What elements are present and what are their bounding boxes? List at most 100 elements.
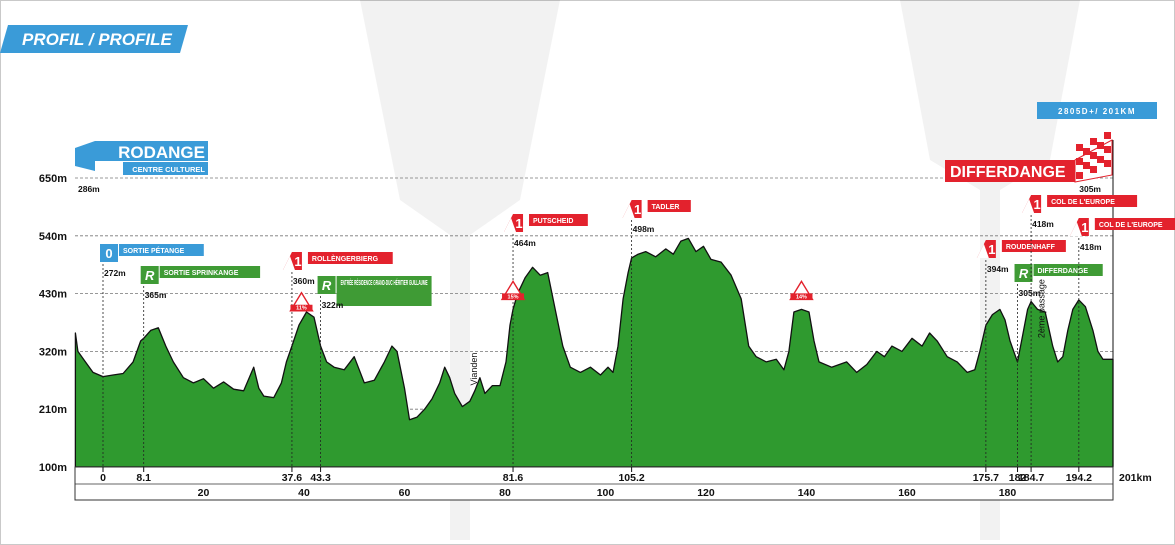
finish-banner: DIFFERDANGE 305m <box>945 132 1114 360</box>
x-tick-label-top: 43.3 <box>310 472 331 484</box>
y-tick-label: 650m <box>39 173 67 185</box>
checker-square <box>1083 162 1090 169</box>
mountain-icon <box>1022 199 1035 213</box>
marker-symbol: 1 <box>515 216 522 231</box>
label-box-bg <box>529 214 588 226</box>
gradient-band <box>790 293 813 300</box>
climb-marker-rollengerbierg: 1 ROLLÈNGERBIERG 360m <box>282 252 393 467</box>
label-box-bg <box>1001 240 1066 252</box>
climb-label: ROLLÈNGERBIERG <box>312 254 379 263</box>
x-tick-label-bottom: 180 <box>999 487 1017 499</box>
climb-elevation: 272m <box>104 268 126 278</box>
climb-marker-sortie-petange: 0 km SORTIE PÉTANGE 272m <box>100 244 204 467</box>
climb-label: SORTIE PÉTANGE <box>123 246 185 255</box>
km-badge-bg <box>100 244 118 262</box>
climb-label: SORTIE SPRINKANGE <box>164 270 239 277</box>
watermark-shape <box>360 0 560 540</box>
title-badge-bg <box>0 25 188 53</box>
mountain-icon <box>1069 222 1082 236</box>
sprint-badge-bg <box>140 266 159 284</box>
x-tick-label-top: 37.6 <box>282 472 303 484</box>
climb-elevation: 360m <box>293 276 315 286</box>
checker-square <box>1097 156 1104 163</box>
climb-elevation: 418m <box>1080 242 1102 252</box>
gradient-label: 11% <box>296 306 307 312</box>
gradient-label: 15% <box>508 294 519 300</box>
checker-square <box>1104 160 1111 167</box>
sprint-badge-bg <box>317 276 336 294</box>
watermark-shape <box>900 0 1080 540</box>
marker-symbol: 1 <box>988 242 995 257</box>
gradient-badge: 14% <box>789 280 814 300</box>
stats-badge-bg <box>1037 102 1157 119</box>
x-tick-label-top: 8.1 <box>136 472 151 484</box>
gradient-badge: 11% <box>289 291 314 312</box>
label-box-bg <box>1094 218 1175 230</box>
start-name-bg <box>95 141 208 161</box>
label-box-bg <box>119 244 204 256</box>
elevation-profile-area <box>74 237 1114 468</box>
x-tick-label-top: 105.2 <box>618 472 644 484</box>
x-tick-label-bottom: 120 <box>697 487 715 499</box>
gradient-band <box>290 304 313 311</box>
label-box-bg <box>1033 264 1103 276</box>
mountain-icon <box>504 218 517 232</box>
background-trophy-watermark <box>360 0 1080 540</box>
route-annotation: 2ème passage <box>1037 279 1047 338</box>
gradient-band <box>502 293 525 300</box>
label-box-bg <box>336 276 432 306</box>
stats-text: 2805D+/ 201KM <box>1058 107 1136 116</box>
marker-symbol: R <box>145 268 155 283</box>
mountain-icon <box>622 204 635 218</box>
header-title-badge: PROFIL / PROFILE <box>0 25 188 53</box>
y-tick-label: 540m <box>39 231 67 243</box>
gradient-label: 14% <box>796 294 807 300</box>
climb-marker-putscheid: 1 PUTSCHEID 464m <box>504 214 588 467</box>
climb-marker-sortie-sprinkange: R SORTIE SPRINKANGE 365m <box>140 266 261 467</box>
x-tick-label-top: 182 <box>1009 472 1027 484</box>
marker-sub: km <box>106 264 116 271</box>
climb-label: COL DE L'EUROPE <box>1051 199 1115 206</box>
start-banner: RODANGE CENTRE CULTUREL 286m <box>75 141 208 194</box>
checker-square <box>1076 158 1083 165</box>
climb-elevation: 305m <box>1019 288 1041 298</box>
climb-label: COL DE L'EUROPE <box>1099 222 1163 229</box>
climb-label: ENTRÉE RÉSIDENCE GRAND-DUC HÉRITIER GUIL… <box>341 278 428 287</box>
marker-symbol: R <box>322 278 332 293</box>
checker-square <box>1104 132 1111 139</box>
mountain-icon <box>976 244 989 258</box>
climb-elevation: 365m <box>145 290 167 300</box>
y-tick-label: 210m <box>39 404 67 416</box>
checker-square <box>1076 172 1083 179</box>
climb-label: PUTSCHEID <box>533 218 573 225</box>
x-tick-label-bottom: 80 <box>499 487 511 499</box>
x-tick-label-top: 0 <box>100 472 106 484</box>
finish-elevation: 305m <box>1079 184 1101 194</box>
checker-square <box>1090 166 1097 173</box>
label-box-bg <box>647 200 691 212</box>
climb-elevation: 418m <box>1032 219 1054 229</box>
label-box-bg <box>159 266 261 278</box>
start-sub-bg <box>123 162 208 175</box>
climb-marker-differdange-sprint: R DIFFERDANGE 305m <box>1014 264 1103 467</box>
start-sub: CENTRE CULTUREL <box>132 165 205 174</box>
finish-name: DIFFERDANGE <box>950 164 1066 181</box>
marker-symbol: 1 <box>634 202 641 217</box>
climb-label: DIFFERDANGE <box>1038 268 1089 275</box>
label-box-bg <box>307 252 393 264</box>
sprint-badge-bg <box>1014 264 1033 282</box>
page-title: PROFIL / PROFILE <box>22 30 173 49</box>
x-tick-label-bottom: 20 <box>198 487 210 499</box>
checker-square <box>1076 144 1083 151</box>
climb-elevation: 394m <box>987 264 1009 274</box>
marker-symbol: 1 <box>1033 197 1040 212</box>
y-tick-label: 100m <box>39 462 67 474</box>
finish-name-bg <box>945 160 1075 182</box>
x-tick-label-bottom: 60 <box>399 487 411 499</box>
marker-symbol: R <box>1019 266 1029 281</box>
x-tick-label-top: 175.7 <box>973 472 999 484</box>
checker-square <box>1097 142 1104 149</box>
x-tick-label-top: 184.7 <box>1018 472 1044 484</box>
climb-marker-col-europe-1: 1 COL DE L'EUROPE 418m <box>1022 195 1138 467</box>
